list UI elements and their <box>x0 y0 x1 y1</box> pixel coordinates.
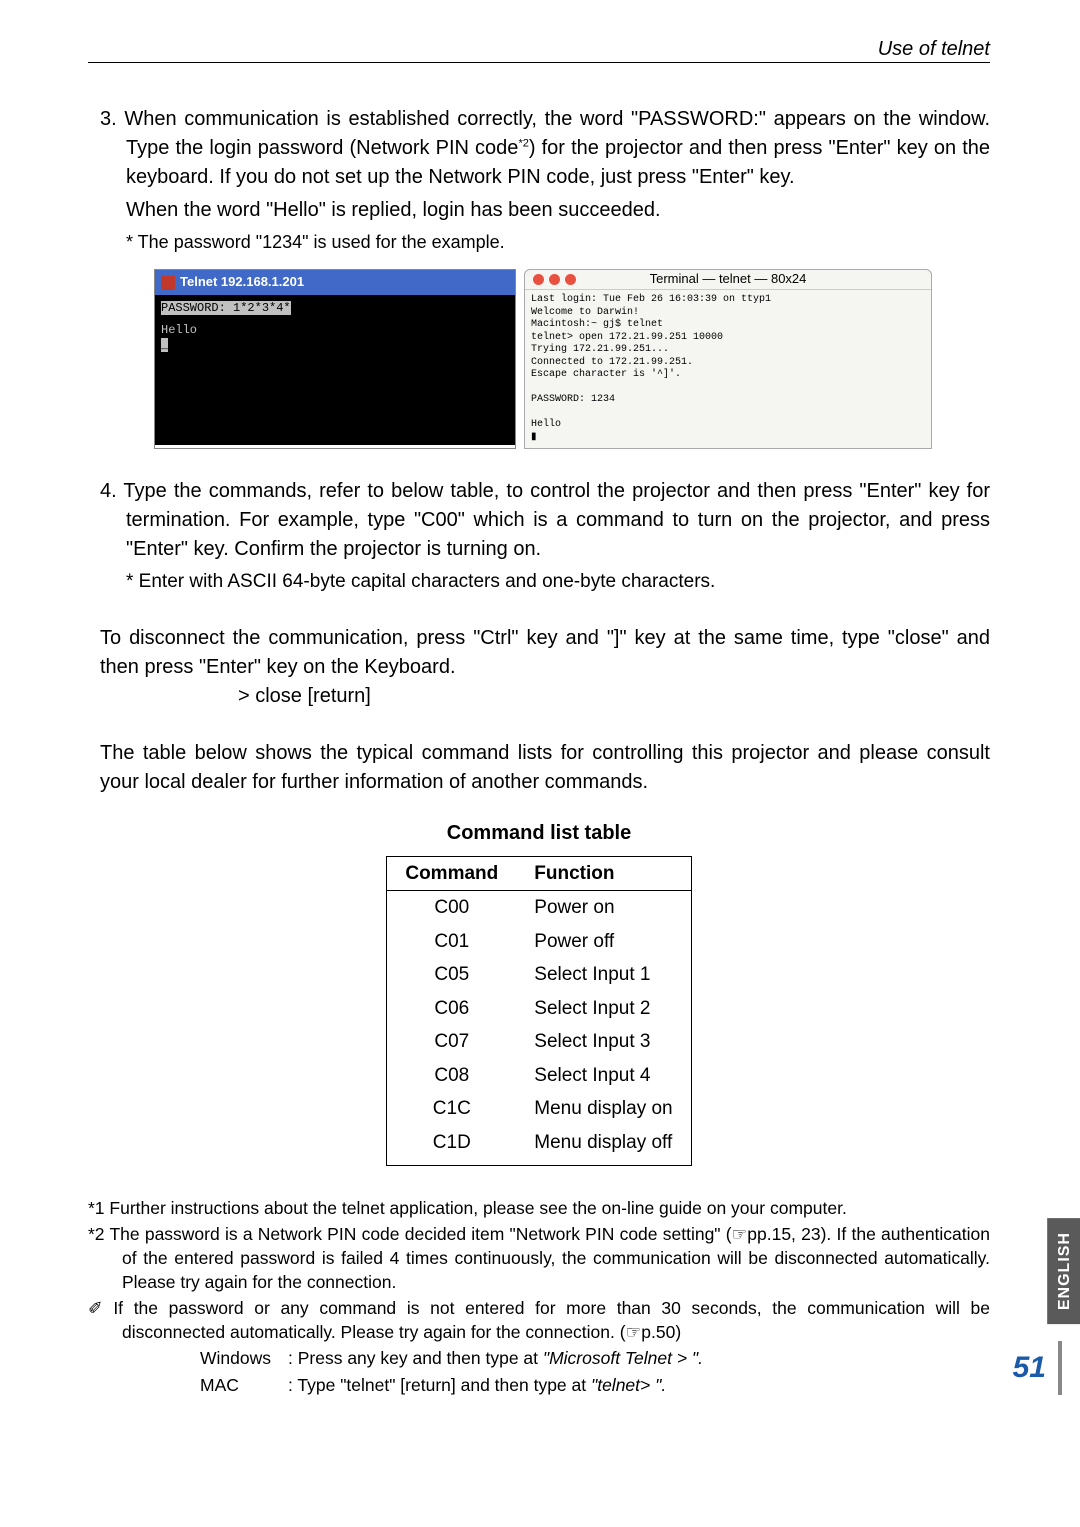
screenshot-row: Telnet 192.168.1.201 PASSWORD: 1*2*3*4* … <box>154 269 990 449</box>
table-row: C1CMenu display on <box>387 1092 691 1126</box>
step-4-para: 4. Type the commands, refer to below tab… <box>88 477 990 564</box>
cell-command: C1D <box>387 1126 516 1165</box>
mac-terminal-titlebar: Terminal — telnet — 80x24 <box>525 270 931 290</box>
table-row: C01Power off <box>387 925 691 959</box>
table-header-row: Command Function <box>387 856 691 891</box>
cell-function: Select Input 2 <box>516 992 691 1026</box>
mac-terminal-title: Terminal — telnet — 80x24 <box>650 270 807 289</box>
language-tab: ENGLISH <box>1047 1218 1080 1324</box>
win-line-hello: Hello <box>161 323 197 337</box>
cell-command: C1C <box>387 1092 516 1126</box>
command-table: Command Function C00Power onC01Power off… <box>386 856 691 1166</box>
table-row: C07Select Input 3 <box>387 1025 691 1059</box>
command-table-title: Command list table <box>88 819 990 848</box>
fn-mac-text-a: : Type "telnet" [return] and then type a… <box>288 1375 591 1395</box>
fn-win-text-b: "Microsoft Telnet > ". <box>543 1348 703 1368</box>
fn-mac-text-b: "telnet> ". <box>591 1375 666 1395</box>
page-number: 51 <box>1013 1341 1062 1395</box>
table-row: C06Select Input 2 <box>387 992 691 1026</box>
cell-function: Menu display off <box>516 1126 691 1165</box>
close-command: > close [return] <box>88 682 990 711</box>
windows-terminal-titlebar: Telnet 192.168.1.201 <box>155 270 515 295</box>
cell-command: C07 <box>387 1025 516 1059</box>
step-3-hello: When the word "Hello" is replied, login … <box>88 196 990 225</box>
disconnect-para: To disconnect the communication, press "… <box>88 624 990 682</box>
mac-dot-max-icon <box>565 274 576 285</box>
step-3-note: * The password "1234" is used for the ex… <box>88 229 990 255</box>
mac-dot-close-icon <box>533 274 544 285</box>
cell-command: C01 <box>387 925 516 959</box>
windows-terminal: Telnet 192.168.1.201 PASSWORD: 1*2*3*4* … <box>154 269 516 449</box>
table-row: C08Select Input 4 <box>387 1059 691 1093</box>
fn-mac-label: MAC <box>200 1373 288 1397</box>
step-3-para: 3. When communication is established cor… <box>88 105 990 192</box>
footnote-2: *2 The password is a Network PIN code de… <box>88 1222 990 1294</box>
win-cursor: _ <box>161 338 168 352</box>
step-3-num: 3. <box>100 108 117 130</box>
cell-function: Select Input 3 <box>516 1025 691 1059</box>
mac-terminal: Terminal — telnet — 80x24 Last login: Tu… <box>524 269 932 449</box>
table-row: C00Power on <box>387 891 691 925</box>
cell-function: Power on <box>516 891 691 925</box>
footnote-3: ✐ If the password or any command is not … <box>88 1296 990 1344</box>
cell-command: C06 <box>387 992 516 1026</box>
footnote-1: *1 Further instructions about the telnet… <box>88 1196 990 1220</box>
cell-function: Select Input 4 <box>516 1059 691 1093</box>
table-intro: The table below shows the typical comman… <box>88 739 990 797</box>
th-command: Command <box>387 856 516 891</box>
cell-function: Menu display on <box>516 1092 691 1126</box>
footnote-mac: MAC: Type "telnet" [return] and then typ… <box>88 1373 990 1397</box>
footnote-windows: Windows: Press any key and then type at … <box>88 1346 990 1370</box>
cell-function: Power off <box>516 925 691 959</box>
step-4-num: 4. <box>100 480 117 502</box>
step-4-note: * Enter with ASCII 64-byte capital chara… <box>88 568 990 596</box>
section-header: Use of telnet <box>878 35 990 64</box>
th-function: Function <box>516 856 691 891</box>
footnotes: *1 Further instructions about the telnet… <box>88 1196 990 1397</box>
fn-win-label: Windows <box>200 1346 288 1370</box>
step-4-text: Type the commands, refer to below table,… <box>123 480 990 560</box>
terminal-icon <box>161 276 175 290</box>
cell-command: C08 <box>387 1059 516 1093</box>
windows-terminal-body: PASSWORD: 1*2*3*4* Hello _ <box>155 295 515 445</box>
cell-command: C00 <box>387 891 516 925</box>
mac-dot-min-icon <box>549 274 560 285</box>
table-row: C05Select Input 1 <box>387 958 691 992</box>
mac-traffic-lights <box>533 274 576 285</box>
mac-terminal-body: Last login: Tue Feb 26 16:03:39 on ttyp1… <box>525 290 931 448</box>
cell-command: C05 <box>387 958 516 992</box>
table-row: C1DMenu display off <box>387 1126 691 1165</box>
win-line-password: PASSWORD: 1*2*3*4* <box>161 301 291 315</box>
cell-function: Select Input 1 <box>516 958 691 992</box>
windows-terminal-title: Telnet 192.168.1.201 <box>180 273 304 292</box>
fn-win-text-a: : Press any key and then type at <box>288 1348 543 1368</box>
step-3-sup: *2 <box>518 137 528 149</box>
